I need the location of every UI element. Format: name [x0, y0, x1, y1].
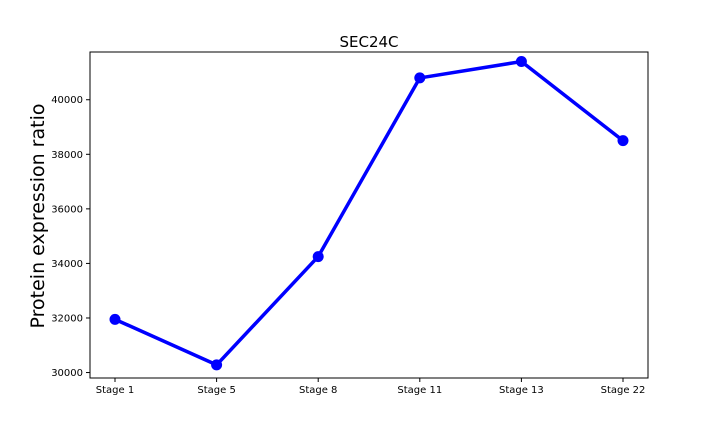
y-tick-label: 34000 — [51, 259, 83, 270]
y-axis-ticks: 30000 32000 34000 36000 38000 40000 — [51, 95, 90, 379]
chart-title: SEC24C — [339, 33, 398, 51]
y-axis-label: Protein expression ratio — [27, 104, 49, 329]
data-point — [617, 135, 629, 147]
x-axis-ticks: Stage 1 Stage 5 Stage 8 Stage 11 Stage 13 Sta… — [96, 378, 646, 396]
y-tick-label: 32000 — [51, 313, 83, 324]
data-point — [109, 313, 121, 325]
x-tick-label: Stage 22 — [601, 385, 646, 396]
plot-area-frame — [89, 51, 649, 379]
x-tick-label: Stage 1 — [96, 385, 134, 396]
x-tick-label: Stage 11 — [397, 385, 442, 396]
y-tick-label: 36000 — [51, 204, 83, 215]
x-tick-label: Stage 8 — [299, 385, 337, 396]
series-layer — [109, 56, 629, 371]
data-point — [312, 251, 324, 263]
data-point — [414, 72, 426, 84]
y-tick-label: 40000 — [51, 95, 83, 106]
x-tick-label: Stage 13 — [499, 385, 544, 396]
x-tick-label: Stage 5 — [197, 385, 235, 396]
y-tick-label: 38000 — [51, 150, 83, 161]
data-point — [515, 56, 527, 68]
series-line — [114, 59, 625, 367]
data-point — [211, 359, 223, 371]
y-tick-label: 30000 — [51, 368, 83, 379]
